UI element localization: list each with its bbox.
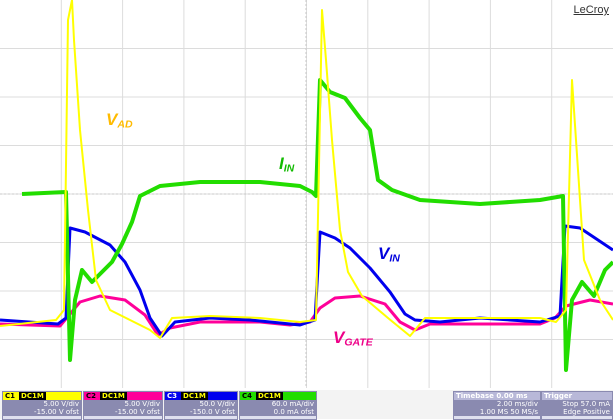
channel-c2-box[interactable]: C2 DC1M 5.00 V/div -15.00 V ofst <box>83 391 163 420</box>
channel-c4-box[interactable]: C4 DC1M 60.0 mA/div 0.0 mA ofst <box>239 391 317 420</box>
brand-logo: LeCroy <box>573 4 609 16</box>
trigger-box[interactable]: Trigger Stop 57.0 mA Edge Positive <box>541 391 613 420</box>
waveforms <box>0 0 613 372</box>
label-vgate: VGATE <box>333 328 373 349</box>
grid <box>0 0 613 388</box>
timebase-box[interactable]: Timebase 0.00 ms 2.00 ms/div 1.00 MS 50 … <box>453 391 541 420</box>
channel-c1-box[interactable]: C1 DC1M 5.00 V/div -15.00 V ofst <box>2 391 82 420</box>
label-iin: IIN <box>279 154 295 175</box>
label-vin: VIN <box>378 244 400 265</box>
vad-trace <box>0 0 613 339</box>
channel-info-bar: C1 DC1M 5.00 V/div -15.00 V ofst C2 DC1M 5… <box>0 390 613 420</box>
channel-c3-box[interactable]: C3 DC1M 50.0 V/div -150.0 V ofst <box>164 391 238 420</box>
label-vad: VAD <box>106 110 133 131</box>
iin-trace <box>21 78 613 372</box>
